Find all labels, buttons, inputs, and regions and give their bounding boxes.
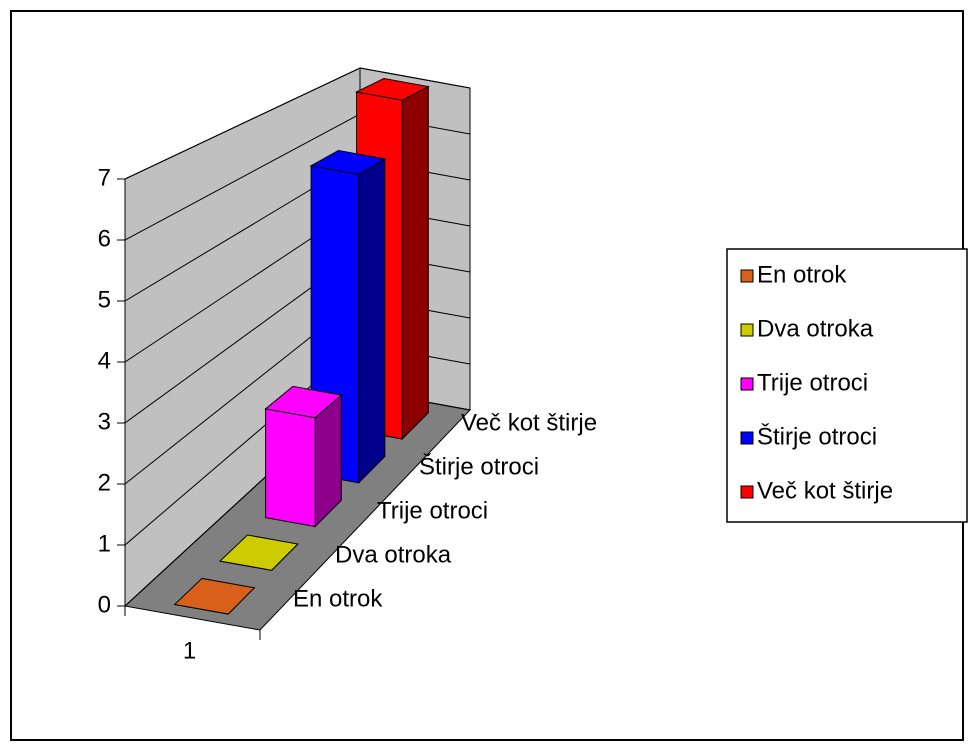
legend-swatch (740, 377, 754, 391)
depth-label: Več kot štirje (461, 409, 597, 436)
legend-swatch (740, 323, 754, 337)
bar-top (219, 534, 299, 571)
depth-label: Dva otroka (335, 541, 452, 568)
y-tick-label: 1 (98, 530, 111, 557)
bar-top (355, 77, 430, 101)
y-tick-label: 0 (98, 591, 111, 618)
legend-label: Več kot štirje (757, 477, 893, 504)
depth-label: Trije otroci (377, 497, 488, 524)
y-tick-label: 3 (98, 408, 111, 435)
bar-side (358, 158, 386, 484)
legend-label: En otrok (757, 261, 847, 288)
legend-swatch (740, 431, 754, 445)
depth-label: Štirje otroci (419, 452, 539, 480)
legend-swatch (740, 269, 754, 283)
y-tick-label: 4 (98, 347, 111, 374)
grid-line (124, 67, 471, 180)
bar-side (401, 85, 429, 441)
legend-label: Štirje otroci (757, 422, 877, 450)
bar-front (265, 408, 316, 528)
legend-label: Dva otroka (757, 315, 874, 342)
bar-top (309, 150, 387, 175)
y-tick-label: 7 (98, 164, 111, 191)
bar-top (173, 577, 256, 615)
x-tick-label: 1 (183, 637, 196, 664)
depth-label: En otrok (293, 585, 383, 612)
bar-top (264, 385, 343, 419)
y-tick-label: 2 (98, 469, 111, 496)
y-tick-label: 6 (98, 225, 111, 252)
legend-box (726, 248, 968, 523)
y-tick-label: 5 (98, 286, 111, 313)
legend-swatch (740, 485, 754, 499)
legend-label: Trije otroci (757, 369, 868, 396)
